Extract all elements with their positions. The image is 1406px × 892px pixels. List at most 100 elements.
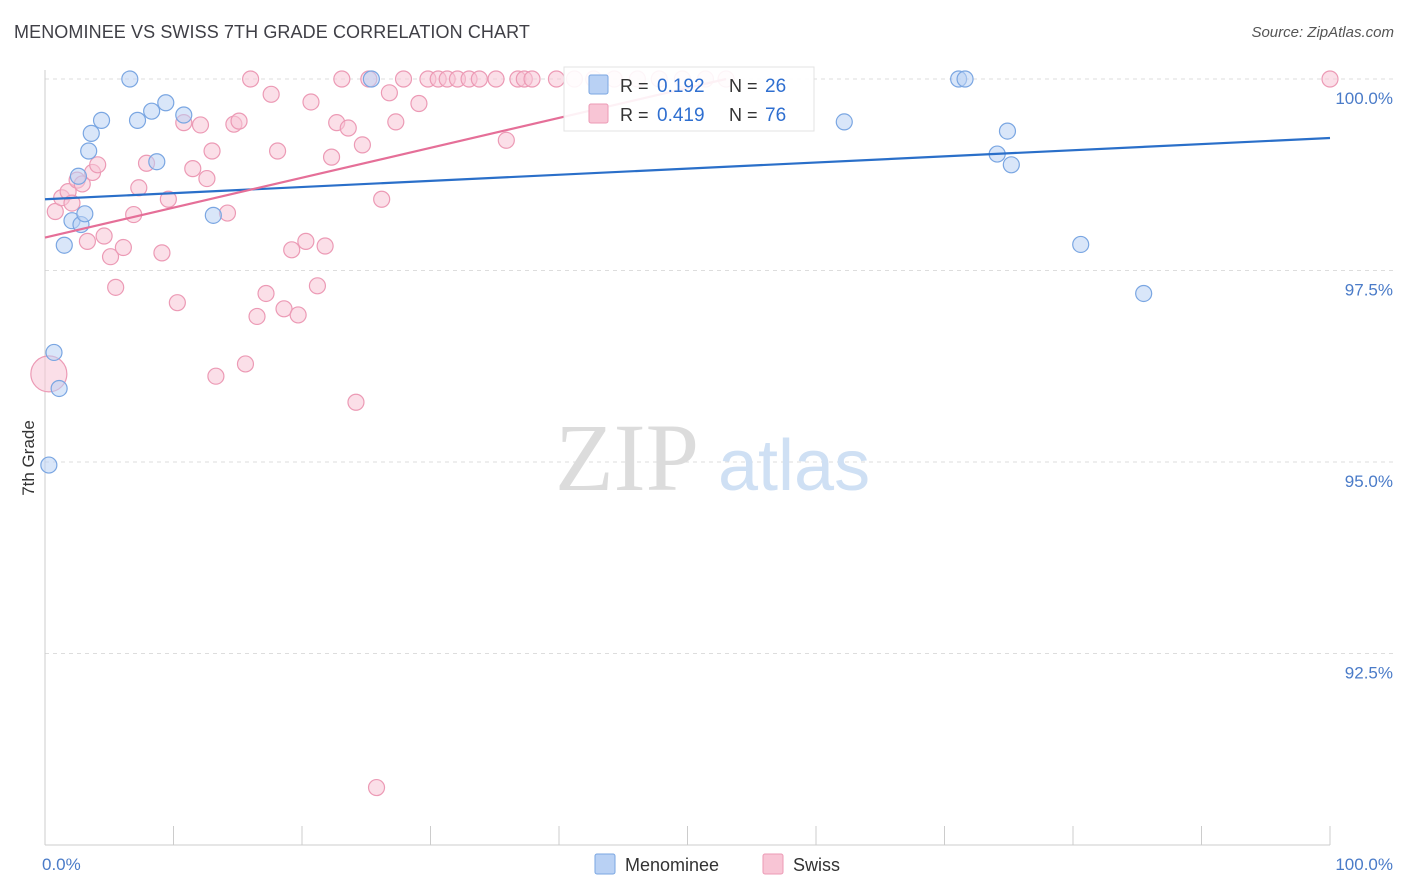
swiss-point-40 [308,277,327,295]
legend-menominee-label: Menominee [625,855,719,875]
swiss-point-65 [523,70,541,88]
swiss-point-75 [1321,70,1339,88]
swiss-swatch [588,103,609,124]
series-legend: Menominee Swiss [594,853,840,875]
swiss-point-54 [410,94,428,113]
menominee-r-value: 0.192 [657,76,705,97]
swiss-point-23 [198,169,216,188]
legend-menominee-swatch [594,853,616,875]
legend-swiss-swatch [762,853,784,875]
swiss-point-32 [257,284,275,303]
swiss-point-24 [203,142,221,160]
swiss-n-label: N = [729,105,758,125]
menominee-point-5 [69,167,88,185]
swiss-point-15 [130,179,148,197]
swiss-point-30 [242,70,260,88]
legend-swiss-label: Swiss [793,855,840,875]
x-ticks [44,826,1331,845]
menominee-points [40,70,1153,474]
menominee-point-12 [128,111,147,129]
swiss-point-42 [322,148,341,166]
swiss-point-44 [333,70,351,88]
menominee-point-14 [148,153,166,171]
stats-legend: R = 0.192 N = 26 R = 0.419 N = 76 [563,66,815,132]
swiss-r-value: 0.419 [657,105,705,126]
swiss-point-38 [297,232,315,250]
menominee-point-9 [82,124,100,142]
menominee-point-21 [956,70,974,88]
x-tick-label-1: 100.0% [1335,855,1393,874]
menominee-point-15 [157,94,175,112]
swiss-point-7 [78,232,97,250]
watermark-atlas: atlas [718,426,870,506]
menominee-point-18 [362,70,380,88]
menominee-point-0 [40,456,58,474]
swiss-point-60 [470,70,488,88]
y-tick-label-3: 92.5% [1345,664,1393,683]
menominee-point-10 [92,111,111,129]
swiss-point-35 [275,300,293,318]
swiss-point-29 [236,355,255,373]
swiss-r-label: R = [620,105,649,125]
y-tick-labels: 100.0% 97.5% 95.0% 92.5% [1335,89,1393,683]
swiss-point-1 [46,202,64,221]
swiss-point-53 [394,70,413,88]
swiss-point-47 [353,136,371,154]
swiss-point-51 [380,84,398,102]
swiss-point-25 [207,367,225,385]
menominee-point-1 [45,343,63,362]
y-tick-label-2: 95.0% [1345,472,1393,491]
menominee-trend-line [44,136,1331,201]
swiss-point-28 [230,112,248,130]
y-axis-label: 7th Grade [19,420,38,496]
menominee-point-23 [998,122,1017,140]
swiss-point-9 [89,156,107,174]
swiss-point-37 [289,306,307,324]
menominee-point-3 [55,236,73,254]
chart-title: MENOMINEE VS SWISS 7TH GRADE CORRELATION… [14,22,530,42]
menominee-point-26 [1135,284,1153,303]
menominee-point-2 [50,379,68,398]
menominee-point-8 [80,142,98,160]
menominee-swatch [588,74,609,95]
swiss-point-12 [107,278,125,296]
menominee-n-label: N = [729,76,758,96]
watermark: ZIP atlas [555,404,870,511]
swiss-point-19 [168,294,186,312]
swiss-point-34 [268,142,287,160]
menominee-point-7 [76,205,94,223]
swiss-n-value: 76 [765,105,786,126]
y-tick-label-0: 100.0% [1335,89,1393,108]
source-label: Source: ZipAtlas.com [1251,24,1394,41]
swiss-point-10 [95,227,113,245]
swiss-point-39 [302,93,320,111]
swiss-point-46 [347,393,365,411]
swiss-point-11 [101,248,120,266]
menominee-point-16 [175,106,193,124]
swiss-point-50 [373,190,391,208]
menominee-point-11 [121,70,139,88]
menominee-r-label: R = [620,76,649,96]
menominee-point-25 [1072,235,1090,254]
swiss-point-41 [316,237,334,255]
menominee-point-19 [835,113,853,131]
menominee-point-24 [1002,156,1020,174]
swiss-point-52 [387,113,405,131]
swiss-point-33 [262,85,280,103]
swiss-point-45 [339,119,357,137]
x-tick-labels: 0.0% 100.0% [42,855,1393,874]
swiss-point-13 [114,238,132,257]
swiss-point-21 [184,160,202,178]
menominee-point-17 [204,206,222,224]
swiss-point-66 [547,70,566,88]
menominee-point-13 [143,102,161,120]
swiss-point-62 [497,131,515,149]
swiss-point-31 [248,307,266,326]
menominee-n-value: 26 [765,76,786,97]
swiss-point-49 [367,778,386,797]
swiss-point-36 [283,241,301,259]
swiss-point-26 [218,204,237,222]
y-tick-label-1: 97.5% [1345,281,1393,300]
x-tick-label-0: 0.0% [42,855,81,874]
